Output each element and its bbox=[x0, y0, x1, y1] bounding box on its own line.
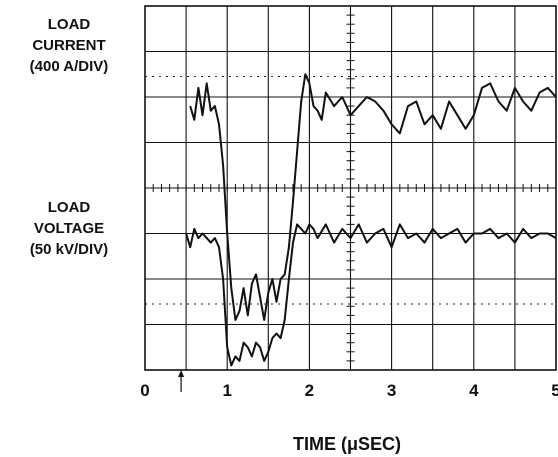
x-tick-label: 5 bbox=[551, 381, 558, 400]
x-axis-title: TIME (μSEC) bbox=[293, 434, 401, 454]
voltage-label-line-2: VOLTAGE bbox=[34, 220, 104, 237]
voltage-channel-label: LOAD VOLTAGE (50 kV/DIV) bbox=[30, 199, 108, 258]
current-label-line-1: LOAD bbox=[48, 16, 91, 33]
x-tick-labels: 0 1 2 3 4 5 bbox=[140, 381, 558, 400]
current-channel-label: LOAD CURRENT (400 A/DIV) bbox=[30, 16, 109, 75]
x-tick-label: 3 bbox=[387, 381, 396, 400]
load-current-trace bbox=[189, 73, 557, 321]
trigger-arrow-marker bbox=[178, 370, 185, 392]
current-label-line-3: (400 A/DIV) bbox=[30, 58, 109, 75]
current-label-line-2: CURRENT bbox=[32, 37, 105, 54]
voltage-label-line-1: LOAD bbox=[48, 199, 91, 216]
voltage-label-line-3: (50 kV/DIV) bbox=[30, 241, 108, 258]
graticule-grid bbox=[144, 5, 557, 371]
x-tick-label: 0 bbox=[140, 381, 149, 400]
load-voltage-trace bbox=[185, 223, 557, 367]
x-tick-label: 4 bbox=[469, 381, 479, 400]
x-tick-label: 1 bbox=[222, 381, 231, 400]
trigger-arrow-head bbox=[178, 370, 185, 377]
x-tick-label: 2 bbox=[305, 381, 314, 400]
traces-layer bbox=[185, 73, 557, 367]
